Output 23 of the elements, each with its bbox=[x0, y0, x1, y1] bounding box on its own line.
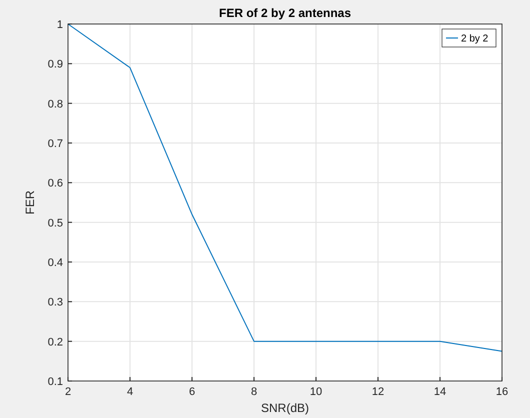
y-tick-label: 0.8 bbox=[48, 98, 63, 110]
y-tick-label: 0.7 bbox=[48, 138, 63, 150]
x-axis-title: SNR(dB) bbox=[260, 401, 310, 415]
x-tick-label: 8 bbox=[250, 386, 258, 398]
x-tick-label: 12 bbox=[372, 386, 384, 398]
y-tick-label: 0.5 bbox=[48, 217, 63, 230]
y-tick-label: 0.2 bbox=[48, 336, 63, 348]
legend-label: 2 by 2 bbox=[461, 34, 489, 44]
y-tick-label: 0.6 bbox=[48, 178, 63, 190]
x-tick-label: 16 bbox=[496, 386, 508, 398]
y-tick-label: 0.9 bbox=[48, 58, 63, 71]
chart-title: FER of 2 by 2 antennas bbox=[218, 6, 352, 20]
x-tick-label: 4 bbox=[126, 386, 134, 398]
x-tick-label: 14 bbox=[434, 386, 446, 398]
y-axis-title: FER bbox=[23, 190, 37, 214]
x-tick-label: 6 bbox=[188, 386, 196, 398]
y-tick-label: 0.3 bbox=[48, 296, 63, 309]
x-tick-label: 10 bbox=[310, 386, 322, 398]
y-tick-label: 0.1 bbox=[48, 376, 63, 388]
y-tick-label: 0.4 bbox=[48, 257, 63, 269]
y-tick-label: 1 bbox=[56, 19, 63, 31]
line-series bbox=[68, 24, 502, 352]
x-tick-label: 2 bbox=[64, 386, 72, 398]
